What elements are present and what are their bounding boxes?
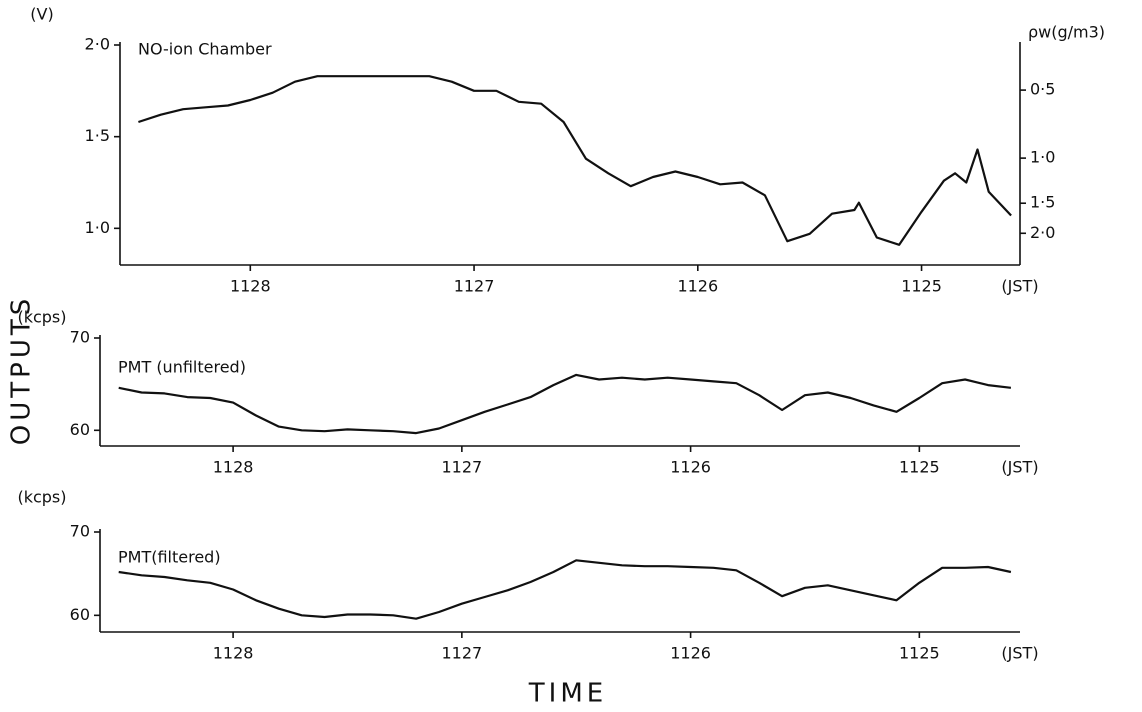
y-tick-label: 70 <box>70 328 90 347</box>
y-tick-label: 1·0 <box>85 218 110 237</box>
panel-title: NO-ion Chamber <box>138 40 272 59</box>
y-tick-label: 2·0 <box>85 35 110 54</box>
x-tick-label: 1125 <box>899 458 940 477</box>
y-tick-label: 70 <box>70 522 90 541</box>
x-tick-label: 1126 <box>670 458 711 477</box>
x-tick-label: 1128 <box>213 644 254 663</box>
panel-title: PMT(filtered) <box>118 548 221 567</box>
y-axis-label: (kcps) <box>17 488 66 507</box>
figure-x-label: TIME <box>528 679 607 709</box>
data-line <box>138 75 1012 246</box>
y-tick-label: 60 <box>70 605 90 624</box>
y2-tick-label: 1·0 <box>1030 148 1055 167</box>
panel-title: PMT (unfiltered) <box>118 358 246 377</box>
y2-tick-label: 2·0 <box>1030 223 1055 242</box>
y-tick-label: 1·5 <box>85 126 110 145</box>
y-axis-label: (kcps) <box>17 308 66 327</box>
x-tick-label: 1127 <box>441 458 482 477</box>
y-axis-label: (V) <box>30 5 53 24</box>
y2-tick-label: 0·5 <box>1030 80 1055 99</box>
x-tick-label: 1125 <box>901 277 942 296</box>
data-line <box>118 559 1012 620</box>
figure-y-label: OUTPUTS <box>7 295 37 445</box>
x-tick-label: 1126 <box>670 644 711 663</box>
x-tick-label: 1128 <box>213 458 254 477</box>
x-axis-label: (JST) <box>1001 277 1038 296</box>
x-axis-label: (JST) <box>1001 458 1038 477</box>
x-tick-label: 1127 <box>441 644 482 663</box>
data-line <box>118 373 1012 435</box>
x-tick-label: 1128 <box>230 277 271 296</box>
x-axis-label: (JST) <box>1001 644 1038 663</box>
y-tick-label: 60 <box>70 420 90 439</box>
x-tick-label: 1126 <box>677 277 718 296</box>
x-tick-label: 1125 <box>899 644 940 663</box>
y2-tick-label: 1·5 <box>1030 193 1055 212</box>
y2-axis-label: ρw(g/m3) <box>1028 23 1105 42</box>
x-tick-label: 1127 <box>454 277 495 296</box>
